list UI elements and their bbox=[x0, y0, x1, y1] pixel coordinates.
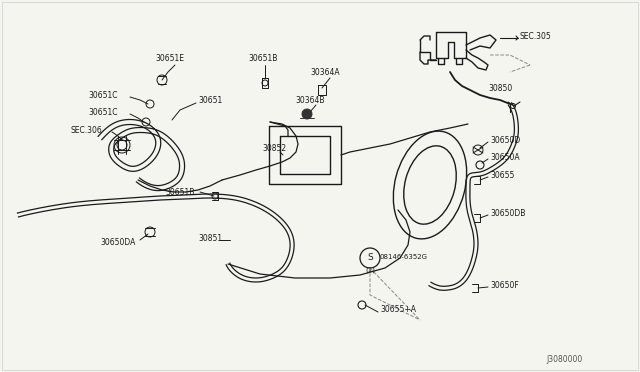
Text: 30850: 30850 bbox=[488, 83, 512, 93]
Text: 30650DA: 30650DA bbox=[100, 237, 136, 247]
Text: 30650D: 30650D bbox=[490, 135, 520, 144]
Text: 30851: 30851 bbox=[198, 234, 222, 243]
Text: 30651B: 30651B bbox=[248, 54, 277, 62]
Text: 30650DB: 30650DB bbox=[490, 208, 525, 218]
Text: (1): (1) bbox=[365, 267, 375, 273]
Text: 30651C: 30651C bbox=[88, 108, 118, 116]
Circle shape bbox=[360, 248, 380, 268]
Text: 30651: 30651 bbox=[198, 96, 222, 105]
Text: SEC.305: SEC.305 bbox=[520, 32, 552, 41]
Text: 30651E: 30651E bbox=[155, 54, 184, 62]
Text: J3080000: J3080000 bbox=[546, 356, 582, 365]
Text: 30650F: 30650F bbox=[490, 280, 519, 289]
Text: 30655: 30655 bbox=[490, 170, 515, 180]
Text: 30655+A: 30655+A bbox=[380, 305, 416, 314]
Text: 30364B: 30364B bbox=[295, 96, 324, 105]
Text: 30650A: 30650A bbox=[490, 153, 520, 161]
Text: 30852: 30852 bbox=[262, 144, 286, 153]
Text: 30651B: 30651B bbox=[165, 187, 195, 196]
Text: 30364A: 30364A bbox=[310, 67, 340, 77]
Circle shape bbox=[302, 109, 312, 119]
Text: 08146-6352G: 08146-6352G bbox=[380, 254, 428, 260]
Text: S: S bbox=[367, 253, 373, 263]
Text: 30651C: 30651C bbox=[88, 90, 118, 99]
Text: SEC.306: SEC.306 bbox=[70, 125, 102, 135]
